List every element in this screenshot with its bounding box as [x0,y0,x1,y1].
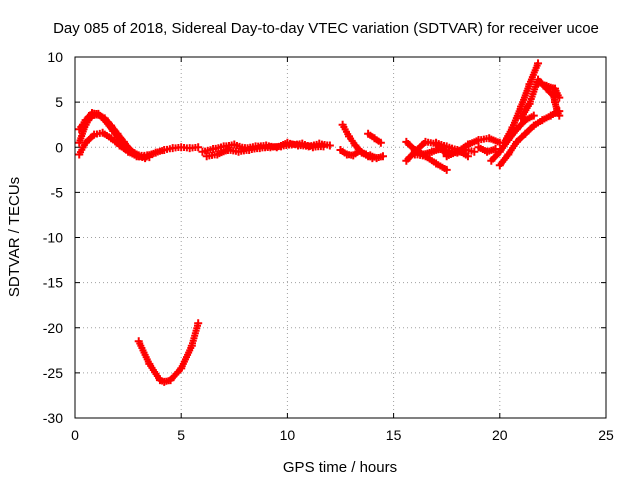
y-tick-label: -5 [51,184,64,200]
data-point [534,59,543,68]
series-track-18 [500,59,543,147]
data-point [194,143,203,152]
series-track-5 [202,139,328,161]
y-tick-label: -10 [43,230,63,246]
x-tick-label: 5 [177,427,185,443]
series-track-22 [134,319,203,386]
y-tick-label: 10 [47,49,63,65]
data-point [442,165,451,174]
series-track-7 [336,145,377,163]
x-axis-label: GPS time / hours [283,459,397,476]
data-point [470,147,479,156]
series-track-20 [534,78,564,102]
series-track-21 [548,89,564,120]
series-track-14 [442,134,504,161]
x-tick-label: 20 [492,427,508,443]
series-track-2 [75,108,154,162]
data-point [141,154,150,163]
chart-title: Day 085 of 2018, Sidereal Day-to-day VTE… [53,20,599,37]
y-axis-label: SDTVAR / TECUs [6,177,23,297]
data-point [555,111,564,120]
series-track-12 [410,150,451,174]
data-point [529,111,538,120]
series-track-3 [75,128,150,163]
data-point [319,142,328,151]
data-point [376,138,385,147]
plot-frame [74,56,607,419]
y-tick-label: -20 [43,320,63,336]
y-tick-label: -30 [43,410,63,426]
y-tick-label: 0 [55,139,63,155]
series-track-9 [366,151,387,163]
x-tick-label: 0 [71,427,79,443]
data-point [463,152,472,161]
x-tick-label: 25 [598,427,614,443]
series-track-15 [474,143,500,156]
y-tick-label: 5 [55,94,63,110]
y-tick-label: -15 [43,275,63,291]
data-points [75,59,564,386]
data-point [194,319,203,328]
y-tick-label: -25 [43,365,63,381]
data-point [378,152,387,161]
x-tick-label: 10 [280,427,296,443]
series-track-8 [364,129,385,147]
x-tick-label: 15 [386,427,402,443]
